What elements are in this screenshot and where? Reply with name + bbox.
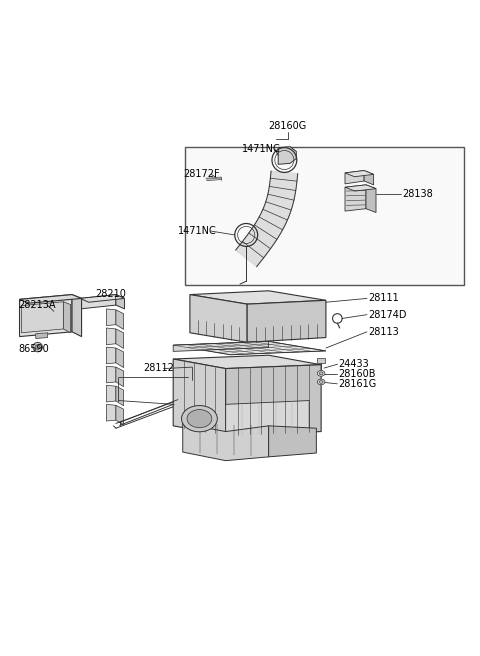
Polygon shape xyxy=(107,309,116,325)
Polygon shape xyxy=(107,385,116,402)
Polygon shape xyxy=(107,366,116,383)
Polygon shape xyxy=(116,386,123,406)
Polygon shape xyxy=(63,302,71,333)
Polygon shape xyxy=(317,358,325,363)
Ellipse shape xyxy=(187,409,212,428)
Text: 28111: 28111 xyxy=(368,293,399,304)
Text: 28210: 28210 xyxy=(95,289,126,298)
Text: 28160G: 28160G xyxy=(269,121,307,131)
Ellipse shape xyxy=(317,371,325,376)
Polygon shape xyxy=(36,333,48,338)
Polygon shape xyxy=(345,185,376,191)
Polygon shape xyxy=(116,329,123,348)
Polygon shape xyxy=(183,423,269,461)
Ellipse shape xyxy=(319,380,323,383)
Text: 28160B: 28160B xyxy=(338,369,376,379)
Polygon shape xyxy=(22,302,63,333)
Text: 28172F: 28172F xyxy=(184,169,220,179)
Polygon shape xyxy=(80,295,124,302)
Polygon shape xyxy=(278,147,296,164)
Polygon shape xyxy=(72,295,82,337)
Polygon shape xyxy=(173,341,326,355)
Polygon shape xyxy=(116,310,123,329)
Circle shape xyxy=(33,342,42,352)
Text: 86590: 86590 xyxy=(19,344,49,354)
Text: 28113: 28113 xyxy=(368,327,399,337)
Polygon shape xyxy=(80,295,116,309)
Polygon shape xyxy=(364,171,373,185)
Polygon shape xyxy=(107,404,116,421)
Ellipse shape xyxy=(317,379,325,385)
Polygon shape xyxy=(226,401,309,436)
Polygon shape xyxy=(107,328,116,344)
Circle shape xyxy=(35,344,40,350)
Polygon shape xyxy=(116,405,123,425)
Text: 28213A: 28213A xyxy=(19,300,56,310)
Polygon shape xyxy=(107,347,116,364)
Polygon shape xyxy=(247,300,326,342)
Polygon shape xyxy=(190,295,247,342)
Polygon shape xyxy=(116,348,123,367)
Polygon shape xyxy=(190,291,326,304)
Polygon shape xyxy=(173,341,269,352)
Polygon shape xyxy=(269,426,316,457)
Text: 1471NC: 1471NC xyxy=(178,226,216,236)
Polygon shape xyxy=(236,171,298,266)
Bar xyxy=(185,147,464,285)
Polygon shape xyxy=(20,295,72,337)
Polygon shape xyxy=(116,295,124,309)
Text: 1471NC: 1471NC xyxy=(242,144,281,154)
Text: 24433: 24433 xyxy=(338,359,369,369)
Polygon shape xyxy=(345,171,373,176)
Text: 28112: 28112 xyxy=(144,363,174,373)
Polygon shape xyxy=(20,295,82,303)
Polygon shape xyxy=(366,185,376,213)
Polygon shape xyxy=(226,365,321,436)
Text: 28138: 28138 xyxy=(402,190,433,199)
Polygon shape xyxy=(173,359,226,436)
Text: 28174D: 28174D xyxy=(368,310,407,319)
Polygon shape xyxy=(116,367,123,386)
Polygon shape xyxy=(345,171,364,184)
Ellipse shape xyxy=(181,405,217,432)
Text: 28161G: 28161G xyxy=(338,379,376,389)
Polygon shape xyxy=(345,185,366,211)
Ellipse shape xyxy=(319,372,323,375)
Polygon shape xyxy=(173,355,321,369)
